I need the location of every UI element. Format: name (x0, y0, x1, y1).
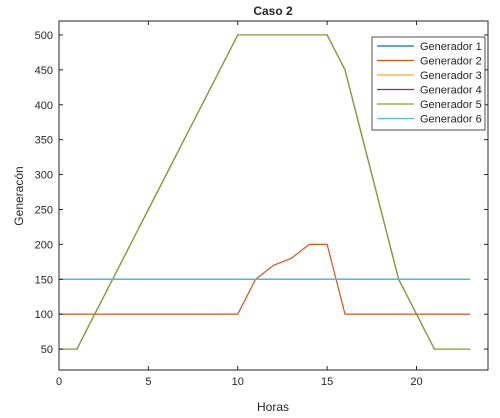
x-tick-label: 20 (410, 376, 422, 388)
x-tick-label: 5 (145, 376, 151, 388)
axes-layer: 0 5 10 15 20 50 100 150 200 250 300 350 400 450 500 (35, 20, 489, 388)
x-tick-label: 10 (232, 376, 244, 388)
legend-box (371, 36, 486, 131)
y-tick-label: 500 (35, 30, 53, 42)
y-tick-label: 250 (35, 204, 53, 216)
legend: Generador 1 Generador 2 Generador 3 Generad… (371, 36, 486, 131)
y-tick-label: 300 (35, 170, 53, 182)
chart-title: Caso 2 (253, 4, 293, 18)
y-tick-label: 50 (41, 344, 53, 356)
legend-label-3: Generador 3 (420, 70, 482, 82)
series-line-5 (59, 34, 471, 350)
series-layer (59, 34, 471, 350)
legend-label-1: Generador 1 (420, 41, 482, 53)
y-tick-label: 200 (35, 239, 53, 251)
series-line-2 (59, 243, 471, 315)
y-tick-label: 100 (35, 309, 53, 321)
y-axis-label: Generacón (12, 166, 26, 225)
x-tick-label: 0 (56, 376, 62, 388)
y-tick-label: 400 (35, 100, 53, 112)
x-axis-label: Horas (257, 400, 289, 414)
legend-label-4: Generador 4 (420, 85, 482, 97)
legend-label-6: Generador 6 (420, 114, 482, 126)
y-tick-label: 150 (35, 274, 53, 286)
legend-label-5: Generador 5 (420, 99, 482, 111)
x-tick-label: 15 (321, 376, 333, 388)
axes-box (58, 20, 489, 371)
y-tick-label: 350 (35, 135, 53, 147)
y-tick-label: 450 (35, 65, 53, 77)
legend-label-2: Generador 2 (420, 56, 482, 68)
